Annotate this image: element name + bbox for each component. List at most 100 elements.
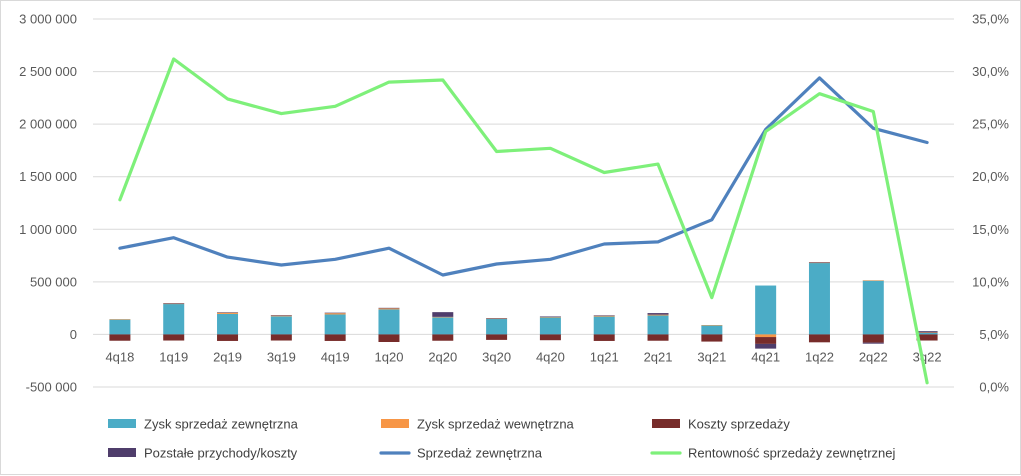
bar-segment xyxy=(808,262,830,264)
bar-segment xyxy=(270,315,292,317)
bar-segment xyxy=(378,334,400,342)
bar-segment xyxy=(701,325,723,326)
bar-segment xyxy=(324,313,346,315)
bar-segment xyxy=(270,334,292,341)
bar-segment xyxy=(217,312,239,313)
x-tick-label: 2q21 xyxy=(644,349,673,364)
bar-segment xyxy=(109,334,131,341)
x-tick-label: 3q19 xyxy=(267,349,296,364)
x-tick-label: 3q20 xyxy=(482,349,511,364)
bar-segment xyxy=(486,318,508,319)
bar-segment xyxy=(539,317,561,335)
bar-segment xyxy=(862,342,884,344)
y-left-tick-label: -500 000 xyxy=(26,380,77,395)
y-right-tick-label: 10,0% xyxy=(972,274,1009,289)
bar-segment xyxy=(916,331,938,333)
x-tick-label: 1q19 xyxy=(159,349,188,364)
bar-segment xyxy=(378,309,400,335)
y-left-tick-label: 3 000 000 xyxy=(19,12,77,27)
bar-segment xyxy=(378,307,400,309)
bar-segment xyxy=(755,285,777,335)
y-left-tick-label: 1 500 000 xyxy=(19,169,77,184)
x-tick-label: 4q20 xyxy=(536,349,565,364)
bar-segment xyxy=(432,317,454,335)
y-right-tick-label: 15,0% xyxy=(972,222,1009,237)
bar-segment xyxy=(432,334,454,341)
bar-segment xyxy=(647,314,669,316)
bar-segment xyxy=(593,334,615,341)
bar-segment xyxy=(163,303,185,304)
bar-segment xyxy=(324,312,346,314)
legend-swatch xyxy=(381,419,409,428)
y-right-tick-label: 20,0% xyxy=(972,169,1009,184)
bar-segment xyxy=(109,319,131,320)
legend-label: Zysk sprzedaż zewnętrzna xyxy=(144,417,299,432)
y-right-tick-label: 5,0% xyxy=(979,327,1009,342)
series-line xyxy=(118,76,929,277)
x-tick-label: 2q20 xyxy=(428,349,457,364)
x-tick-label: 1q21 xyxy=(590,349,619,364)
bar-segment xyxy=(755,343,777,349)
bar-segment xyxy=(109,319,131,335)
y-right-tick-label: 0,0% xyxy=(979,380,1009,395)
x-tick-label: 1q22 xyxy=(805,349,834,364)
bar-segment xyxy=(324,314,346,335)
bar-segment xyxy=(593,316,615,335)
x-tick-label: 2q19 xyxy=(213,349,242,364)
bar-segment xyxy=(378,308,400,310)
bar-segment xyxy=(270,315,292,316)
y-right-tick-label: 30,0% xyxy=(972,64,1009,79)
bar-segment xyxy=(486,334,508,340)
bar-segment xyxy=(163,303,185,305)
x-tick-label: 3q21 xyxy=(697,349,726,364)
bar-segment xyxy=(647,334,669,341)
bar-segment xyxy=(647,313,669,315)
legend-label: Pozstałe przychody/koszty xyxy=(144,446,298,461)
bar-segment xyxy=(862,334,884,343)
bar-segment xyxy=(217,312,239,314)
bar-segment xyxy=(701,334,723,342)
bar-segment xyxy=(593,315,615,316)
legend-label: Koszty sprzedaży xyxy=(688,417,790,432)
bar-segment xyxy=(916,332,938,333)
bar-segment xyxy=(862,280,884,335)
bar-segment xyxy=(486,318,508,320)
bar-segment xyxy=(755,334,777,338)
bar-segment xyxy=(808,334,830,343)
y-left-tick-label: 2 000 000 xyxy=(19,117,77,132)
bar-segment xyxy=(432,316,454,318)
bar-segment xyxy=(163,303,185,335)
bar-segment xyxy=(163,334,185,341)
bar-segment xyxy=(808,262,830,335)
bar-segment xyxy=(593,315,615,317)
bar-segment xyxy=(647,315,669,335)
legend-swatch xyxy=(652,419,680,428)
bar-segment xyxy=(324,334,346,341)
bar-segment xyxy=(486,318,508,335)
legend-swatch xyxy=(108,419,136,428)
bar-segment xyxy=(808,262,830,263)
bar-segment xyxy=(432,312,454,317)
legend-label: Zysk sprzedaż wewnętrzna xyxy=(417,417,575,432)
y-right-tick-label: 25,0% xyxy=(972,117,1009,132)
legend-swatch xyxy=(108,448,136,457)
x-tick-label: 4q19 xyxy=(321,349,350,364)
x-tick-label: 2q22 xyxy=(859,349,888,364)
y-left-tick-label: 2 500 000 xyxy=(19,64,77,79)
bar-segment xyxy=(539,316,561,318)
bar-segment xyxy=(270,316,292,335)
bar-segment xyxy=(916,334,938,341)
legend-label: Rentowność sprzedaży zewnętrznej xyxy=(688,446,895,461)
y-left-tick-label: 0 xyxy=(70,327,77,342)
bar-segment xyxy=(539,334,561,341)
x-tick-label: 4q18 xyxy=(105,349,134,364)
x-tick-label: 1q20 xyxy=(375,349,404,364)
x-tick-label: 4q21 xyxy=(751,349,780,364)
bar-segment xyxy=(755,337,777,344)
bar-segment xyxy=(862,280,884,281)
legend-label: Sprzedaż zewnętrzna xyxy=(417,446,543,461)
bar-segment xyxy=(539,316,561,317)
y-left-tick-label: 1 000 000 xyxy=(19,222,77,237)
